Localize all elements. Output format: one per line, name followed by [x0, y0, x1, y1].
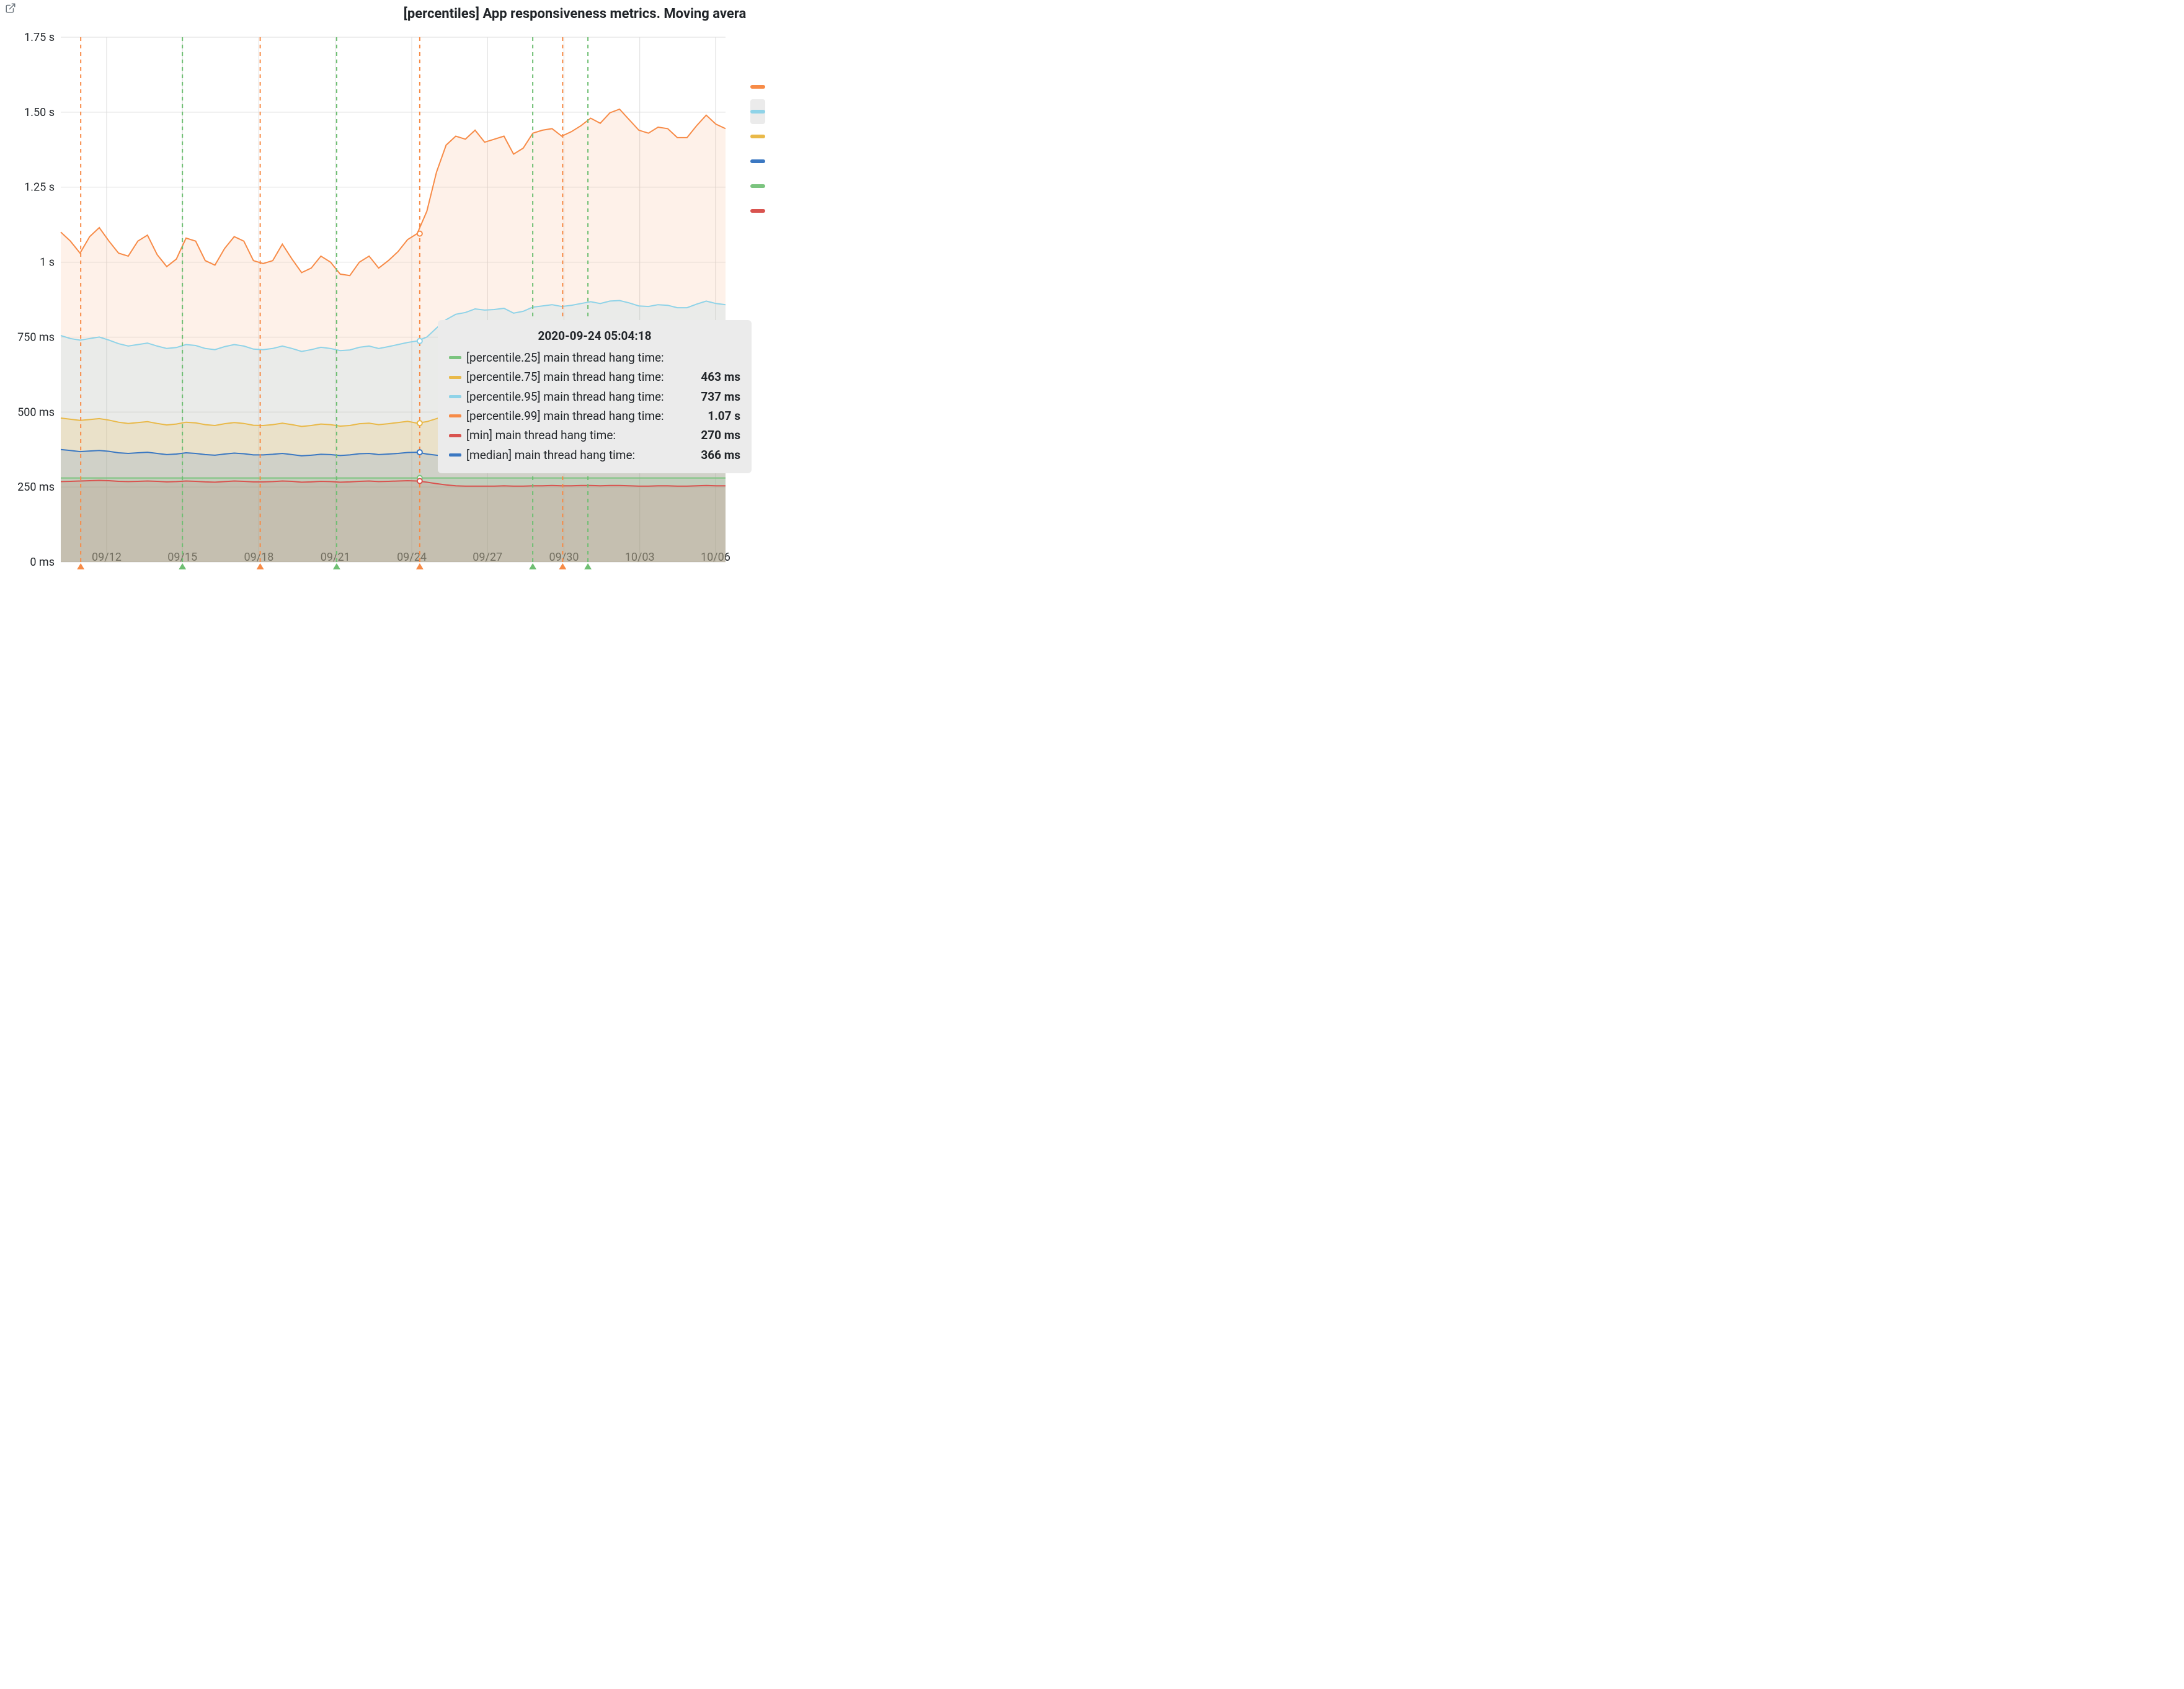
legend-swatch	[750, 135, 765, 138]
tooltip-row-min: [min] main thread hang time: 270 ms	[449, 426, 740, 445]
legend-item-p99[interactable]	[750, 74, 765, 99]
tooltip-series-label: [min] main thread hang time:	[466, 426, 616, 445]
chart-legend	[750, 74, 765, 223]
tooltip-swatch	[449, 395, 461, 398]
legend-swatch	[750, 85, 765, 89]
svg-text:1.25 s: 1.25 s	[24, 181, 55, 194]
tooltip-row-p99: [percentile.99] main thread hang time: 1.…	[449, 406, 740, 426]
tooltip-swatch	[449, 356, 461, 359]
tooltip-series-label: [percentile.99] main thread hang time:	[466, 406, 664, 426]
tooltip-row-p75: [percentile.75] main thread hang time: 46…	[449, 367, 740, 386]
tooltip-series-value: 1.07 s	[697, 406, 740, 426]
svg-text:1.75 s: 1.75 s	[24, 31, 55, 44]
tooltip-timestamp: 2020-09-24 05:04:18	[449, 329, 740, 343]
svg-text:750 ms: 750 ms	[17, 331, 55, 344]
svg-text:500 ms: 500 ms	[17, 406, 55, 419]
legend-item-p25[interactable]	[750, 174, 765, 198]
tooltip-row-median: [median] main thread hang time: 366 ms	[449, 445, 740, 465]
legend-swatch	[750, 159, 765, 163]
tooltip-series-value: 270 ms	[697, 426, 740, 445]
tooltip-swatch	[449, 376, 461, 379]
tooltip-series-label: [median] main thread hang time:	[466, 445, 635, 465]
chart-title: [percentiles] App responsiveness metrics…	[0, 6, 765, 22]
tooltip-series-value: 366 ms	[697, 445, 740, 465]
svg-text:0 ms: 0 ms	[30, 556, 55, 569]
chart-plot-area[interactable]: 0 ms250 ms500 ms750 ms1 s1.25 s1.50 s1.7…	[61, 37, 726, 562]
tooltip-series-label: [percentile.25] main thread hang time:	[466, 348, 664, 367]
svg-text:1.50 s: 1.50 s	[24, 106, 55, 119]
hover-tooltip: 2020-09-24 05:04:18 [percentile.25] main …	[438, 320, 752, 473]
legend-item-p75[interactable]	[750, 124, 765, 149]
tooltip-series-value: 463 ms	[697, 367, 740, 386]
tooltip-series-label: [percentile.95] main thread hang time:	[466, 387, 664, 406]
legend-swatch	[750, 209, 765, 213]
legend-swatch	[750, 184, 765, 188]
tooltip-swatch	[449, 453, 461, 457]
tooltip-series-label: [percentile.75] main thread hang time:	[466, 367, 664, 386]
legend-item-min[interactable]	[750, 198, 765, 223]
legend-item-p95[interactable]	[750, 99, 765, 124]
legend-swatch	[750, 110, 765, 114]
tooltip-row-p25: [percentile.25] main thread hang time:	[449, 348, 740, 367]
svg-text:1 s: 1 s	[40, 256, 55, 269]
tooltip-series-value: 737 ms	[697, 387, 740, 406]
tooltip-swatch	[449, 414, 461, 417]
tooltip-swatch	[449, 434, 461, 437]
svg-text:250 ms: 250 ms	[17, 481, 55, 494]
legend-item-median[interactable]	[750, 149, 765, 174]
tooltip-row-p95: [percentile.95] main thread hang time: 73…	[449, 387, 740, 406]
